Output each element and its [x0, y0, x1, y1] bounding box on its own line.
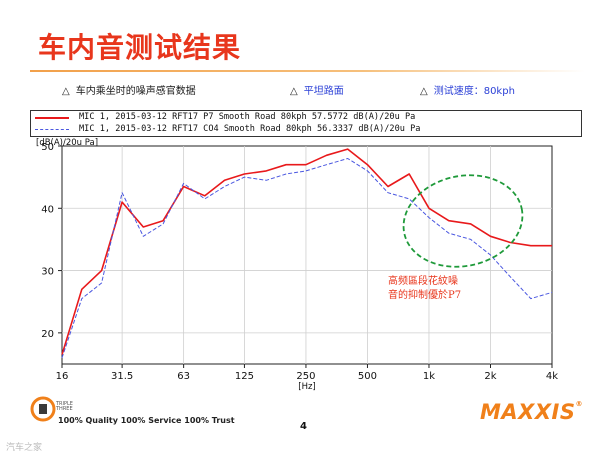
corner-watermark: 汽车之家 — [6, 443, 43, 453]
page-number: 4 — [300, 421, 307, 432]
company-logo — [30, 396, 56, 422]
logo-caption-line-1: TRIPLE — [56, 401, 73, 407]
triangle-icon: △ — [62, 86, 70, 97]
x-tick-label: 2k — [484, 371, 496, 382]
annotation-line-1: 高频區段花紋噪 — [388, 276, 458, 287]
x-tick-label: 500 — [358, 371, 377, 382]
y-tick-label: 50 — [41, 142, 54, 153]
series-line-p7 — [61, 148, 552, 355]
legend-swatch-co4 — [35, 129, 69, 130]
info-item-road: △ 平坦路面 — [290, 82, 344, 97]
y-tick-label: 20 — [41, 329, 54, 340]
logo-caption: TRIPLE THREE — [56, 402, 73, 412]
info-condition-text: 车内乘坐时的噪声感官数据 — [75, 86, 196, 97]
info-road-text: 平坦路面 — [303, 86, 344, 97]
brand-name: MAXXIS — [480, 400, 576, 424]
title-divider — [30, 70, 585, 72]
x-tick-label: 250 — [296, 371, 315, 382]
legend-entry-p7: MIC 1, 2015-03-12 RFT17 P7 Smooth Road 8… — [79, 112, 416, 122]
annotation-line-2: 音的抑制優於P7 — [388, 290, 462, 301]
x-tick-label: 1k — [423, 371, 435, 382]
legend-swatch-p7 — [35, 117, 69, 119]
series-line-co4 — [61, 158, 553, 358]
chart-annotation: 高频區段花紋噪 音的抑制優於P7 — [388, 275, 461, 303]
brand-logo: MAXXIS® — [480, 400, 583, 424]
info-item-condition: △ 车内乘坐时的噪声感官数据 — [62, 82, 196, 97]
logo-caption-line-2: THREE — [56, 406, 73, 412]
triangle-icon: △ — [420, 86, 428, 97]
plot-area — [61, 145, 553, 365]
y-axis-label: [dB(A)/20u Pa] — [36, 138, 98, 148]
info-item-speed: △ 测试速度：80kph — [420, 82, 515, 97]
footer-tagline: 100% Quality 100% Service 100% Trust — [58, 416, 235, 425]
highlight-ellipse — [402, 174, 524, 268]
x-tick-label: 63 — [177, 371, 190, 382]
chart-legend: MIC 1, 2015-03-12 RFT17 P7 Smooth Road 8… — [30, 110, 582, 137]
x-axis-label: [Hz] — [298, 382, 316, 392]
registered-mark: ® — [575, 400, 583, 408]
triangle-icon: △ — [290, 86, 298, 97]
y-tick-label: 30 — [41, 267, 54, 278]
x-tick-label: 4k — [546, 371, 558, 382]
y-tick-label: 40 — [41, 204, 54, 215]
x-tick-label: 16 — [56, 371, 69, 382]
info-speed-text: 测试速度：80kph — [433, 86, 515, 97]
slide-title: 车内音测试结果 — [38, 31, 242, 64]
x-tick-label: 31.5 — [111, 371, 133, 382]
x-tick-label: 125 — [235, 371, 254, 382]
legend-entry-co4: MIC 1, 2015-03-12 RFT17 CO4 Smooth Road … — [79, 124, 421, 134]
